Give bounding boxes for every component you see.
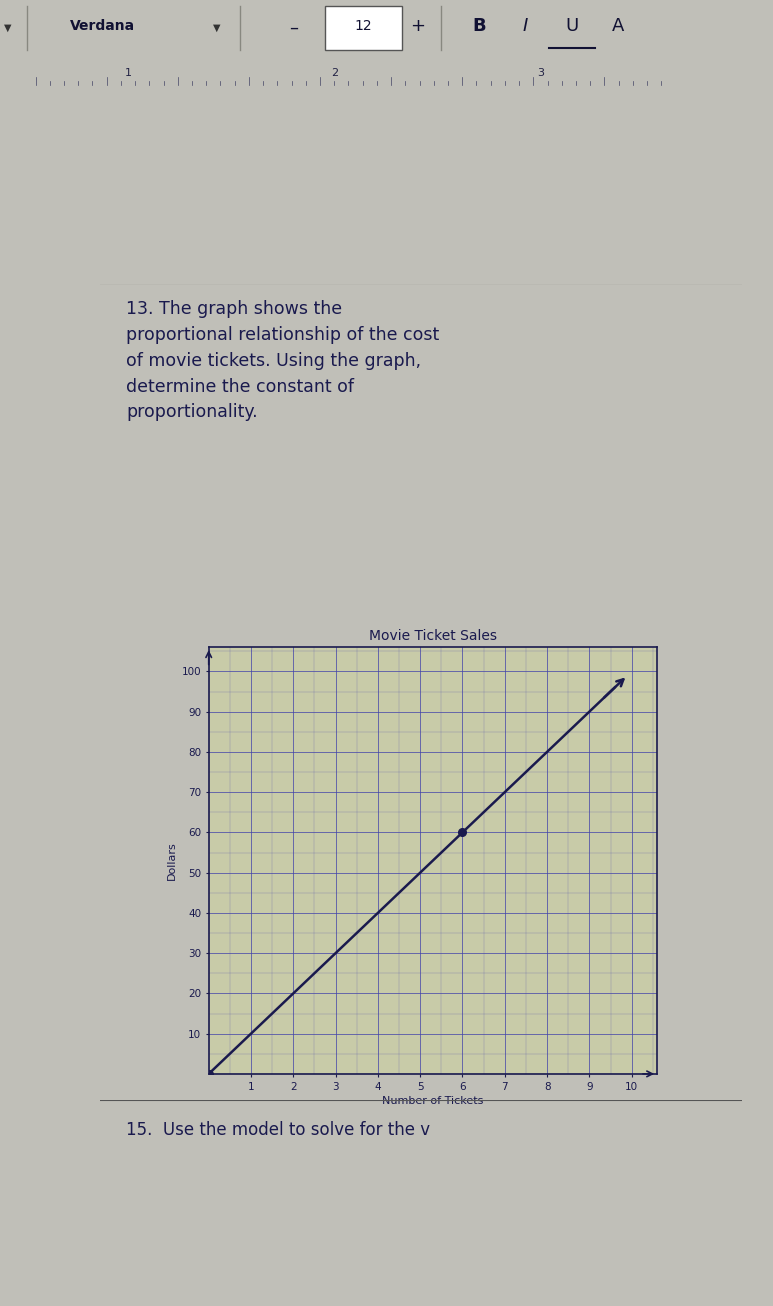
Text: U: U (565, 17, 579, 35)
Text: ▼: ▼ (213, 22, 220, 33)
Text: 3: 3 (537, 68, 544, 77)
Text: 2: 2 (331, 68, 338, 77)
Text: 13. The graph shows the
proportional relationship of the cost
of movie tickets. : 13. The graph shows the proportional rel… (126, 300, 439, 422)
Text: I: I (523, 17, 528, 35)
Text: A: A (612, 17, 625, 35)
Text: B: B (472, 17, 486, 35)
X-axis label: Number of Tickets: Number of Tickets (382, 1096, 484, 1106)
Text: +: + (410, 17, 425, 35)
Text: 15.  Use the model to solve for the v: 15. Use the model to solve for the v (126, 1121, 431, 1139)
Text: 12: 12 (355, 20, 372, 34)
Y-axis label: Dollars: Dollars (167, 841, 177, 880)
Text: ▼: ▼ (4, 22, 12, 33)
Text: 1: 1 (124, 68, 131, 77)
Title: Movie Ticket Sales: Movie Ticket Sales (369, 629, 497, 644)
FancyBboxPatch shape (325, 5, 402, 50)
Text: –: – (289, 18, 298, 37)
Text: Verdana: Verdana (70, 20, 135, 34)
